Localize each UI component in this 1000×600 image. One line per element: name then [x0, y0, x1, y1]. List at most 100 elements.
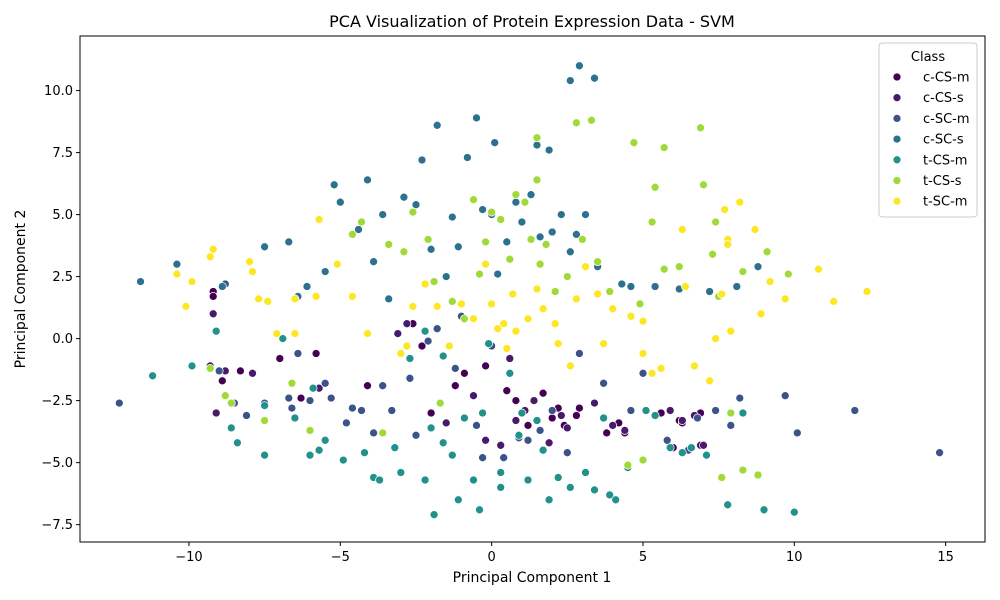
point-t-CS-m-53: [789, 507, 799, 517]
point-c-SC-s-24: [472, 113, 481, 123]
point-t-SC-m-14: [332, 259, 342, 269]
point-t-SC-m-11: [290, 294, 300, 304]
point-t-CS-s-5: [305, 426, 315, 435]
legend-label-c-SC-s: c-SC-s: [923, 133, 964, 148]
point-c-SC-s-25: [478, 205, 487, 214]
point-t-CS-m-3: [226, 423, 236, 433]
scatter-points: [114, 61, 944, 520]
point-c-SC-m-24: [472, 421, 481, 430]
point-t-CS-s-53: [753, 470, 763, 480]
legend-marker-t-CS-m: [892, 155, 902, 165]
point-t-CS-s-49: [738, 267, 748, 276]
point-c-SC-s-31: [517, 217, 527, 227]
point-t-CS-m-52: [759, 505, 769, 515]
point-c-SC-m-6: [284, 393, 294, 403]
point-t-CS-m-46: [665, 443, 675, 453]
point-t-SC-m-41: [599, 339, 608, 348]
point-t-SC-m-61: [780, 294, 790, 304]
point-t-CS-s-4: [287, 378, 297, 388]
point-t-SC-m-3: [205, 252, 215, 262]
point-c-SC-s-10: [354, 225, 363, 234]
point-c-SC-m-7: [287, 403, 297, 413]
point-t-CS-m-49: [702, 450, 711, 460]
point-c-SC-s-30: [511, 197, 521, 207]
point-c-SC-m-30: [535, 426, 545, 435]
point-t-SC-m-44: [638, 349, 648, 358]
point-t-CS-s-25: [526, 235, 536, 244]
point-t-SC-m-52: [711, 334, 720, 343]
point-c-SC-s-18: [426, 244, 436, 254]
point-t-SC-m-58: [750, 225, 760, 234]
point-c-SC-m-25: [478, 453, 487, 463]
point-t-SC-m-49: [681, 282, 690, 291]
point-t-CS-s-40: [650, 182, 660, 192]
point-c-CS-m-4: [236, 366, 245, 376]
point-t-CS-m-7: [278, 334, 288, 343]
point-t-CS-s-6: [348, 230, 357, 239]
point-t-CS-s-30: [550, 287, 560, 296]
point-t-CS-m-23: [453, 495, 463, 505]
point-t-CS-m-55: [496, 483, 506, 492]
point-c-SC-s-13: [378, 210, 388, 219]
point-t-CS-s-11: [408, 207, 418, 217]
point-t-CS-s-0: [205, 364, 215, 373]
point-c-SC-s-17: [417, 155, 427, 165]
point-t-SC-m-38: [572, 294, 581, 304]
point-c-CS-m-20: [547, 413, 557, 423]
point-t-SC-m-28: [499, 319, 509, 329]
point-t-SC-m-13: [314, 215, 324, 224]
point-t-CS-s-8: [378, 428, 388, 438]
point-c-SC-m-20: [423, 336, 433, 346]
point-t-CS-m-27: [478, 408, 487, 418]
point-t-SC-m-29: [502, 344, 512, 353]
point-t-CS-m-40: [599, 413, 608, 423]
point-t-SC-m-4: [208, 244, 218, 254]
point-c-CS-m-16: [502, 386, 512, 396]
point-c-CS-m-25: [602, 428, 612, 438]
point-t-SC-m-34: [538, 304, 548, 314]
point-c-SC-m-31: [547, 406, 557, 415]
point-c-SC-s-29: [502, 237, 512, 247]
point-t-SC-m-53: [717, 289, 727, 299]
point-c-SC-s-34: [535, 232, 545, 242]
y-tick-label: 2.5: [52, 270, 73, 285]
point-c-CS-s-8: [441, 418, 451, 428]
point-c-SC-s-38: [565, 247, 575, 257]
point-c-CS-m-8: [363, 381, 372, 391]
x-axis-title: Principal Component 1: [453, 570, 612, 586]
point-t-CS-s-46: [708, 249, 717, 259]
point-t-CS-s-55: [726, 408, 736, 418]
point-t-CS-s-34: [587, 115, 596, 125]
point-c-SC-m-33: [575, 349, 584, 358]
x-tick-label: −5: [331, 550, 350, 565]
point-c-CS-s-26: [699, 440, 708, 450]
point-c-SC-s-51: [753, 262, 763, 272]
point-t-SC-m-16: [363, 329, 372, 338]
point-t-CS-s-54: [717, 473, 727, 482]
y-axis: −7.5 −5.0 −2.5 0.0 2.5 5.0 7.5 10.0: [41, 84, 80, 533]
point-t-SC-m-6: [248, 267, 257, 276]
point-t-CS-s-44: [696, 123, 705, 133]
point-t-SC-m-60: [765, 277, 775, 286]
point-t-CS-s-26: [532, 175, 542, 185]
legend-marker-t-CS-s: [892, 176, 902, 185]
point-t-SC-m-46: [647, 368, 657, 378]
point-c-SC-m-21: [432, 324, 442, 334]
legend-label-c-SC-m: c-SC-m: [923, 112, 970, 127]
point-c-CS-m-7: [311, 349, 321, 358]
point-c-CS-s-4: [248, 368, 257, 378]
point-c-CS-s-9: [469, 391, 478, 401]
point-t-SC-m-57: [735, 197, 745, 207]
point-c-SC-m-29: [523, 435, 533, 445]
point-t-CS-s-42: [659, 143, 669, 152]
point-t-SC-m-32: [523, 314, 533, 324]
point-t-CS-s-16: [460, 314, 469, 324]
point-c-SC-s-28: [493, 269, 503, 279]
point-c-SC-s-8: [329, 180, 339, 190]
point-t-SC-m-64: [862, 287, 872, 296]
point-c-SC-m-43: [780, 391, 790, 401]
legend-marker-c-CS-m: [892, 72, 902, 82]
point-t-SC-m-42: [608, 304, 618, 314]
point-t-CS-s-45: [699, 180, 708, 190]
point-t-SC-m-54: [720, 205, 730, 214]
